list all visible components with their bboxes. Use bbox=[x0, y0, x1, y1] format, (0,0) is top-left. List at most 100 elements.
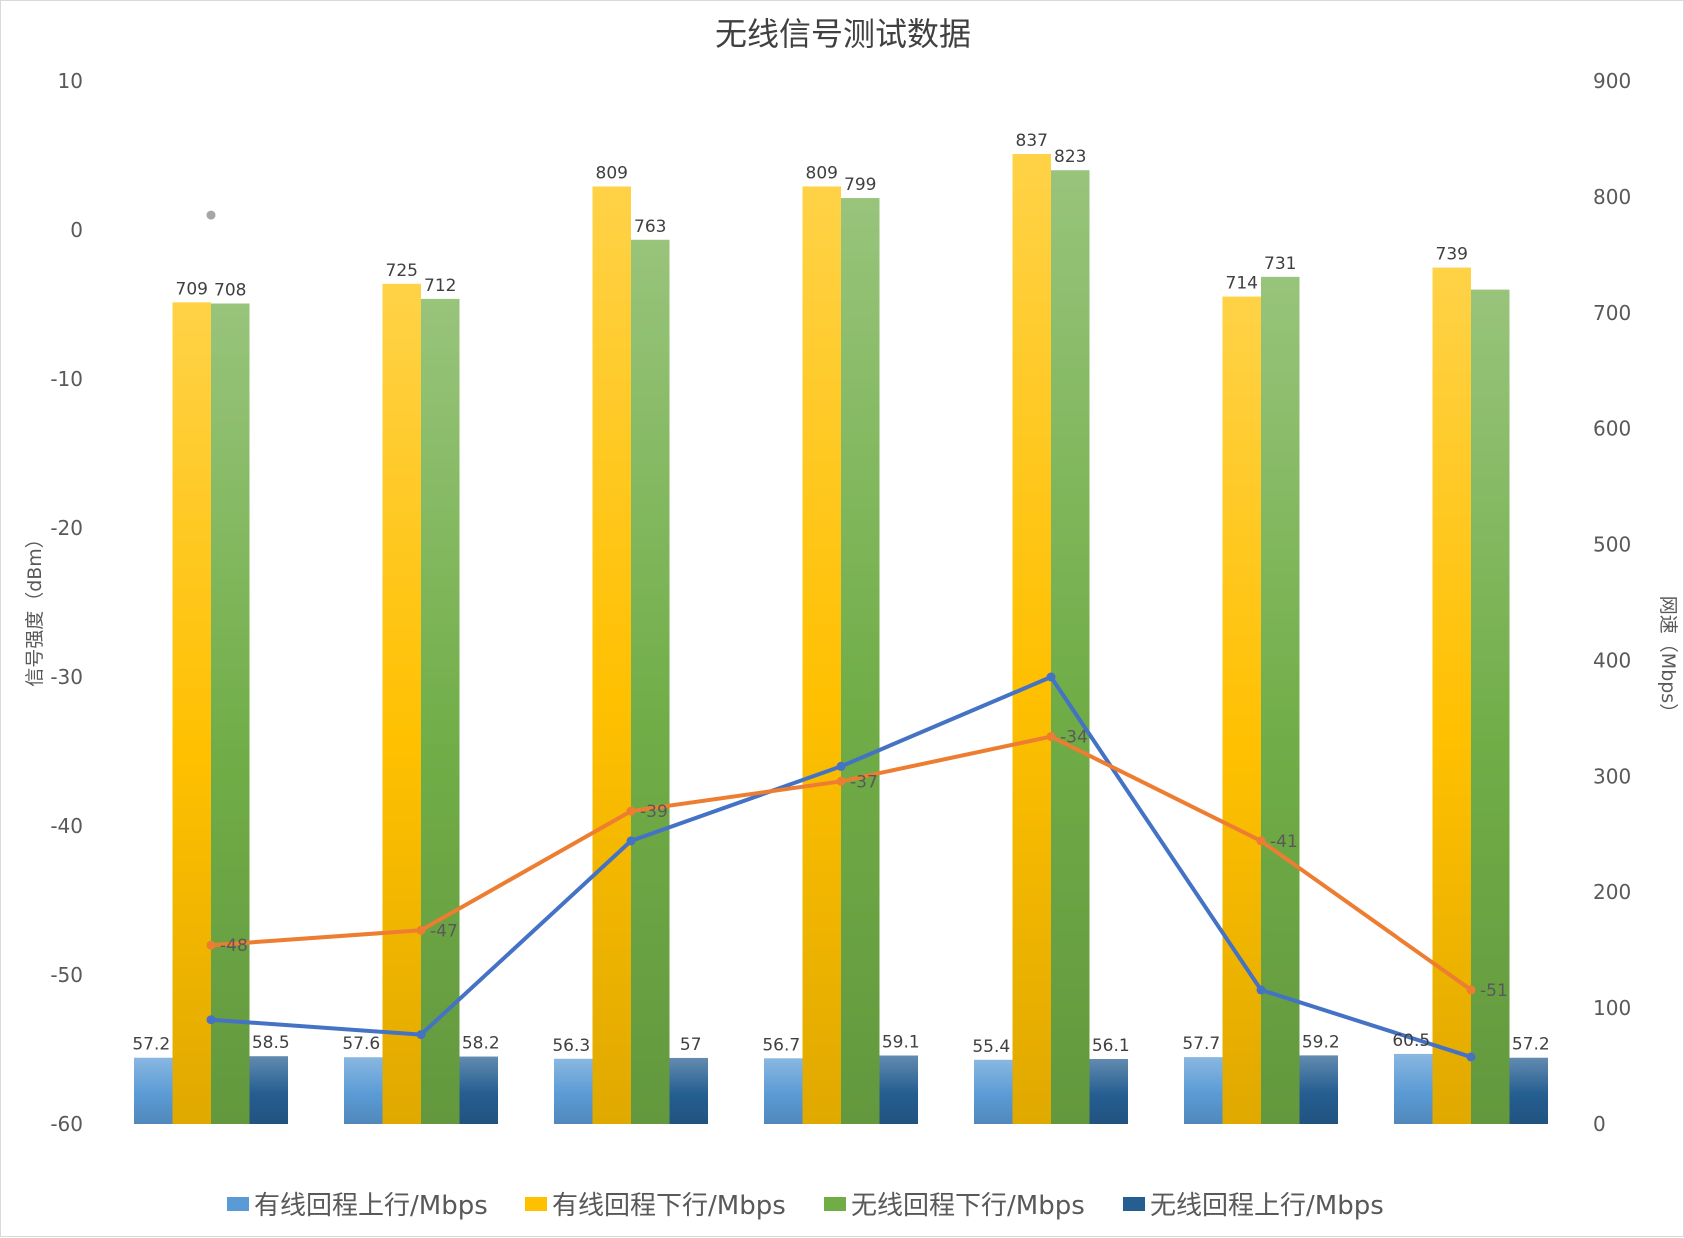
bar-data-label: 59.1 bbox=[882, 1033, 920, 1053]
legend-swatch[interactable] bbox=[824, 1197, 846, 1211]
bar-data-label: 739 bbox=[1436, 245, 1468, 265]
line-point bbox=[206, 940, 216, 950]
bar-data-label: 57.7 bbox=[1182, 1034, 1220, 1054]
right-tick-label: 200 bbox=[1593, 880, 1631, 904]
left-tick-label: -40 bbox=[50, 814, 83, 838]
legend[interactable]: 有线回程上行/Mbps 有线回程下行/Mbps 无线回程下行/Mbps 无线回程上行/… bbox=[227, 1191, 1384, 1221]
bar-data-label: 708 bbox=[214, 281, 246, 301]
bar-data-label: 712 bbox=[424, 276, 456, 296]
bar-data-label: 56.1 bbox=[1092, 1036, 1130, 1056]
bar-series1-cat4 bbox=[1012, 154, 1051, 1124]
left-axis-ticks: 10 0 -10 -20 -30 -40 -50 -60 bbox=[50, 69, 83, 1136]
bar-series0-cat2 bbox=[554, 1058, 593, 1124]
legend-swatch[interactable] bbox=[227, 1197, 249, 1211]
right-tick-label: 900 bbox=[1593, 69, 1631, 93]
bar-data-label: 56.3 bbox=[552, 1036, 590, 1056]
bar-data-label: 57.2 bbox=[1512, 1035, 1550, 1055]
bar-data-label: 809 bbox=[806, 163, 838, 183]
bar-series0-cat4 bbox=[974, 1059, 1013, 1124]
bar-data-label: 57 bbox=[680, 1035, 702, 1055]
bar-data-label: 731 bbox=[1264, 254, 1296, 274]
bar-series1-cat2 bbox=[592, 186, 631, 1125]
bar-data-label: 58.5 bbox=[252, 1033, 290, 1053]
right-tick-label: 800 bbox=[1593, 185, 1631, 209]
bar-series2-cat1 bbox=[421, 298, 460, 1125]
legend-label[interactable]: 有线回程上行/Mbps bbox=[254, 1191, 488, 1221]
line-point bbox=[1046, 672, 1056, 682]
bar-series3-cat4 bbox=[1089, 1058, 1128, 1124]
line-point bbox=[1256, 836, 1266, 846]
bar-data-label: 823 bbox=[1054, 147, 1086, 167]
bar-data-label: 714 bbox=[1226, 274, 1258, 294]
lines bbox=[206, 210, 1476, 1062]
bar-series2-cat2 bbox=[631, 239, 670, 1125]
bar-series0-cat5 bbox=[1184, 1057, 1223, 1124]
line-point bbox=[836, 776, 846, 786]
line-point bbox=[626, 836, 636, 846]
chart-title: 无线信号测试数据 bbox=[715, 15, 971, 53]
bar-series1-cat5 bbox=[1222, 296, 1261, 1124]
data-labels: 57.2 57.6 56.3 56.7 55.4 57.7 60.5 709 725 809 809… bbox=[132, 131, 1549, 1057]
legend-label[interactable]: 有线回程下行/Mbps bbox=[552, 1191, 786, 1221]
bar-series3-cat1 bbox=[459, 1056, 498, 1124]
bar-series2-cat3 bbox=[841, 198, 880, 1124]
line-data-label: -48 bbox=[220, 936, 248, 956]
right-tick-label: 500 bbox=[1593, 533, 1631, 557]
stray-marker bbox=[206, 210, 216, 220]
right-tick-label: 100 bbox=[1593, 996, 1631, 1020]
legend-label[interactable]: 无线回程上行/Mbps bbox=[1150, 1191, 1384, 1221]
bar-data-label: 59.2 bbox=[1302, 1032, 1340, 1052]
bar-series0-cat0 bbox=[134, 1057, 173, 1124]
left-tick-label: -50 bbox=[50, 963, 83, 987]
line-point bbox=[416, 1030, 426, 1040]
bar-data-label: 56.7 bbox=[762, 1035, 800, 1055]
bar-series3-cat0 bbox=[249, 1056, 288, 1124]
left-tick-label: -60 bbox=[50, 1112, 83, 1136]
line-point bbox=[1046, 732, 1056, 742]
bar-series1-cat6 bbox=[1432, 267, 1471, 1124]
right-tick-label: 300 bbox=[1593, 764, 1631, 788]
bar-data-label: 709 bbox=[176, 279, 208, 299]
bar-data-label: 837 bbox=[1016, 131, 1048, 151]
bar-series3-cat2 bbox=[669, 1057, 708, 1124]
legend-swatch[interactable] bbox=[525, 1197, 547, 1211]
bar-series1-cat0 bbox=[172, 302, 211, 1124]
legend-label[interactable]: 无线回程下行/Mbps bbox=[851, 1191, 1085, 1221]
right-tick-label: 700 bbox=[1593, 301, 1631, 325]
right-tick-label: 600 bbox=[1593, 417, 1631, 441]
line-data-label: -47 bbox=[430, 921, 458, 941]
bar-data-label: 57.2 bbox=[132, 1035, 170, 1055]
line-data-label: -37 bbox=[850, 772, 878, 792]
line-point bbox=[416, 925, 426, 935]
bar-series2-cat4 bbox=[1051, 170, 1090, 1125]
line-point bbox=[1256, 985, 1266, 995]
bar-series0-cat6 bbox=[1394, 1053, 1433, 1124]
bar-data-label: 57.6 bbox=[342, 1034, 380, 1054]
right-axis-title: 网速（Mbps） bbox=[1657, 596, 1679, 722]
bar-data-label: 799 bbox=[844, 175, 876, 195]
line-data-label: -34 bbox=[1060, 728, 1088, 748]
right-axis-ticks: 900 800 700 600 500 400 300 200 100 0 bbox=[1593, 69, 1631, 1136]
line-point bbox=[626, 806, 636, 816]
left-axis-title: 信号强度（dBm） bbox=[24, 529, 46, 687]
bar-series2-cat5 bbox=[1261, 276, 1300, 1124]
line-point bbox=[836, 761, 846, 771]
legend-swatch[interactable] bbox=[1123, 1197, 1145, 1211]
left-tick-label: -10 bbox=[50, 367, 83, 391]
bar-series2-cat6 bbox=[1471, 289, 1510, 1125]
left-tick-label: 10 bbox=[58, 69, 83, 93]
line-data-label: -41 bbox=[1270, 832, 1298, 852]
bar-series3-cat5 bbox=[1299, 1055, 1338, 1124]
bar-series1-cat1 bbox=[382, 283, 421, 1124]
line-point bbox=[1466, 1052, 1476, 1062]
left-tick-label: 0 bbox=[70, 218, 83, 242]
bar-data-label: 809 bbox=[596, 163, 628, 183]
line-data-label: -51 bbox=[1480, 981, 1508, 1001]
bar-series3-cat3 bbox=[879, 1055, 918, 1124]
bar-series0-cat3 bbox=[764, 1058, 803, 1124]
bar-data-label: 763 bbox=[634, 217, 666, 237]
line-point bbox=[1466, 985, 1476, 995]
bar-data-label: 58.2 bbox=[462, 1034, 500, 1054]
